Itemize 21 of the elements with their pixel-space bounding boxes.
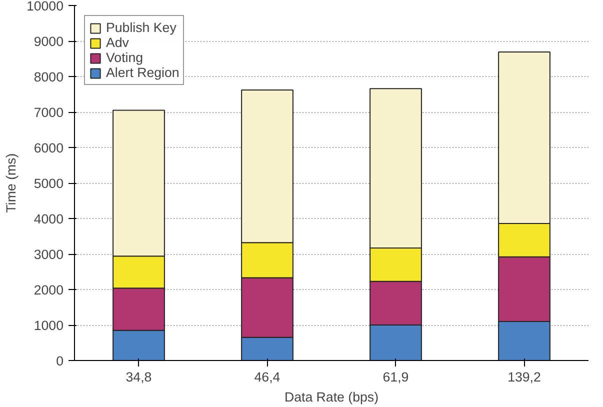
legend-label: Voting (106, 50, 144, 65)
y-tick-label: 10000 (26, 0, 64, 14)
x-tick-label: 139,2 (508, 370, 541, 384)
y-axis-title: Time (ms) (3, 153, 18, 213)
y-tick-label: 4000 (34, 212, 64, 226)
y-tick-label: 1000 (34, 318, 64, 333)
x-tick-label: 34,8 (126, 370, 152, 384)
x-tick-label: 46,4 (254, 370, 281, 384)
legend-label: Publish Key (106, 20, 176, 35)
y-tick-label: 2000 (34, 282, 64, 298)
x-axis-title: Data Rate (bps) (284, 390, 379, 404)
x-tick-label: 61,9 (382, 370, 409, 384)
legend-label: Alert Region (106, 65, 180, 80)
legend-label: Adv (106, 35, 129, 50)
y-tick-label: 9000 (34, 34, 64, 49)
y-tick-label: 5000 (34, 176, 64, 191)
y-tick-label: 3000 (34, 247, 64, 262)
y-tick-label: 8000 (34, 70, 64, 84)
y-tick-label: 6000 (34, 140, 64, 156)
y-tick-label: 7000 (34, 105, 64, 120)
y-tick-label: 0 (56, 354, 64, 368)
